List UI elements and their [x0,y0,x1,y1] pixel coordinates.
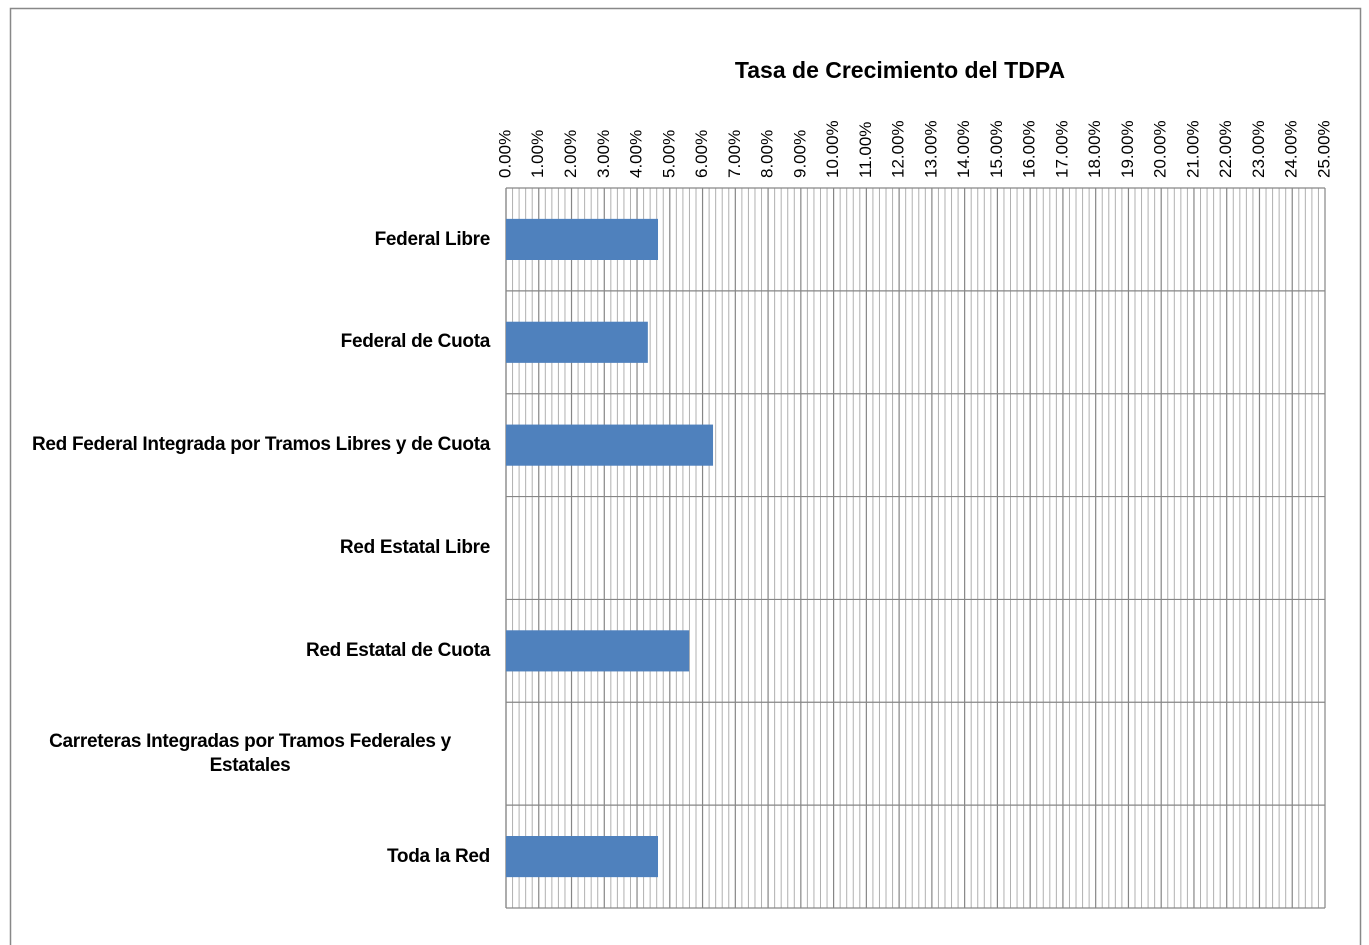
chart-frame [9,7,1362,945]
x-tick-label: 9.00% [790,130,809,178]
category-label-box: Federal Libre [10,188,491,291]
x-tick-label: 21.00% [1183,120,1202,178]
bar [506,218,659,260]
bar [506,321,648,363]
category-label-box: Toda la Red [10,805,490,908]
x-tick-label: 11.00% [856,122,875,178]
y-tick-label: Federal Libre [374,228,491,250]
x-tick-label: 0.00% [495,130,514,178]
x-tick-label: 10.00% [823,120,842,178]
y-tick-label: Red Federal Integrada por Tramos Libres … [31,434,490,456]
x-tick-label: 18.00% [1085,120,1104,178]
x-tick-label: 15.00% [987,120,1006,178]
bar [506,424,714,466]
category-label-box: Carreteras Integradas por Tramos Federal… [10,702,490,805]
x-tick-label: 14.00% [954,120,973,178]
x-tick-label: 4.00% [627,130,646,178]
x-tick-label: 1.00% [528,130,547,178]
x-tick-label: 7.00% [725,130,744,178]
x-tick-label: 20.00% [1151,120,1170,178]
bar [506,630,690,672]
x-tick-label: 5.00% [659,130,678,178]
y-tick-label: Red Estatal Libre [339,537,490,559]
y-tick-label: Carreteras Integradas por Tramos Federal… [49,730,451,776]
x-tick-label: 17.00% [1052,120,1071,178]
x-tick-label: 8.00% [758,130,777,178]
x-tick-label: 23.00% [1249,120,1268,178]
category-label-box: Red Federal Integrada por Tramos Libres … [10,394,490,497]
y-tick-label: Federal de Cuota [340,331,491,353]
x-tick-label: 12.00% [889,120,908,178]
x-tick-label: 24.00% [1282,120,1301,178]
chart-title: Tasa de Crecimiento del TDPA [735,57,1065,83]
category-label-box: Red Estatal Libre [10,497,490,600]
x-tick-label: 22.00% [1216,120,1235,178]
x-tick-label: 16.00% [1020,120,1039,178]
bar [506,836,659,878]
y-tick-label: Toda la Red [387,845,490,867]
x-tick-label: 2.00% [561,130,580,178]
x-tick-label: 25.00% [1314,120,1333,178]
x-tick-label: 19.00% [1118,120,1137,178]
x-tick-label: 6.00% [692,130,711,178]
y-tick-label: Red Estatal de Cuota [305,639,490,661]
category-label-box: Red Estatal de Cuota [10,599,490,702]
category-label-box: Federal de Cuota [10,291,491,394]
x-tick-label: 3.00% [594,130,613,178]
x-tick-label: 13.00% [921,120,940,178]
